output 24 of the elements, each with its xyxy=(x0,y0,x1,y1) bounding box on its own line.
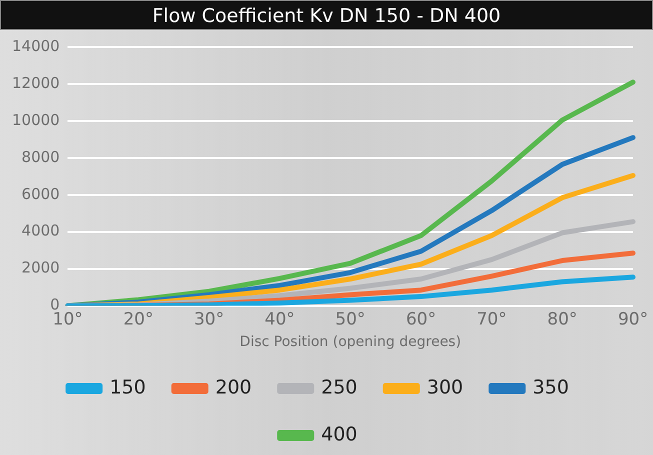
x-tick-label: 90° xyxy=(618,309,648,330)
x-tick-label: 50° xyxy=(335,309,366,330)
x-tick-label: 40° xyxy=(264,309,295,330)
legend-label: 200 xyxy=(215,376,252,398)
y-tick-label: 6000 xyxy=(22,184,60,203)
x-tick-label: 60° xyxy=(406,309,436,330)
legend-label: 400 xyxy=(321,423,358,446)
legend-label: 300 xyxy=(426,376,464,398)
chart-title: Flow Coefficient Kv DN 150 - DN 400 xyxy=(0,0,653,30)
x-axis-title: Disc Position (opening degrees) xyxy=(240,334,462,350)
x-tick-label: 20° xyxy=(123,309,154,330)
legend-label: 250 xyxy=(321,376,358,398)
y-tick-label: 2000 xyxy=(22,258,60,277)
x-tick-label: 10° xyxy=(52,309,83,330)
x-tick-label: 70° xyxy=(476,309,507,330)
y-tick-label: 14000 xyxy=(12,36,60,55)
legend-label: 150 xyxy=(110,376,146,398)
y-tick-label: 8000 xyxy=(22,148,60,166)
x-tick-label: 30° xyxy=(194,309,224,330)
y-tick-label: 4000 xyxy=(22,222,60,240)
x-tick-label: 80° xyxy=(547,309,578,330)
y-tick-label: 12000 xyxy=(12,74,60,92)
y-tick-label: 10000 xyxy=(12,110,60,129)
legend-label: 350 xyxy=(532,376,569,398)
